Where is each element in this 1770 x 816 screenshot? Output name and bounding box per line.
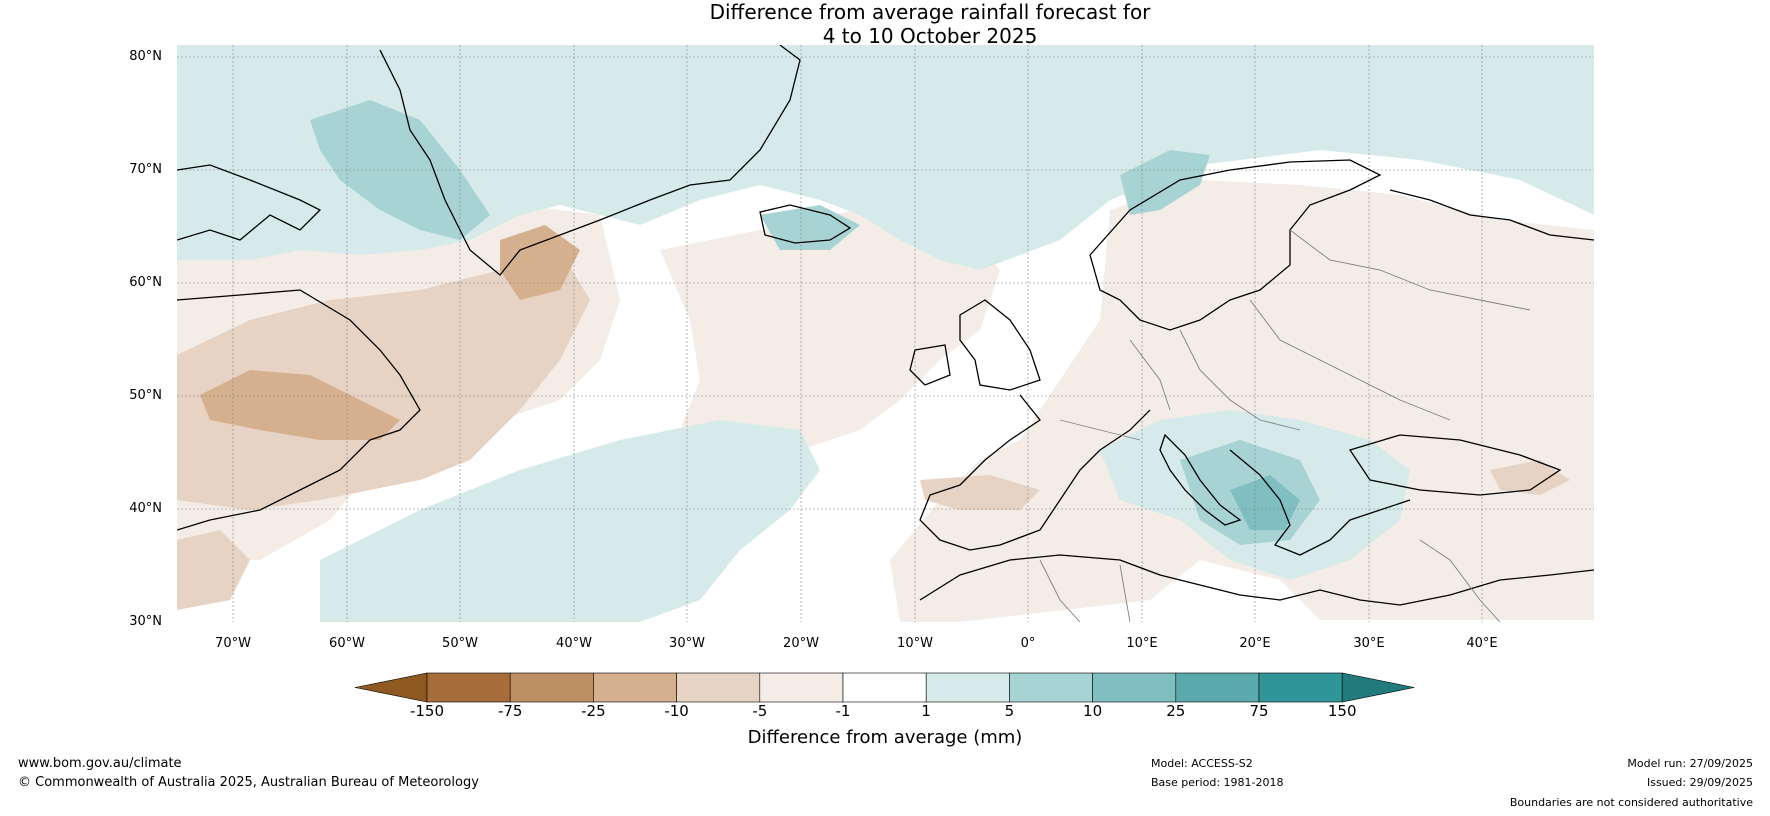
lat-label-70n: 70°N (129, 162, 162, 177)
map-title-line-2: 4 to 10 October 2025 (822, 24, 1038, 48)
colorbar-tick-label: 150 (1327, 702, 1357, 720)
colorbar-tick-label: -150 (409, 702, 445, 720)
colorbar-tick-label: -1 (835, 702, 851, 720)
wet-region-norway (1120, 150, 1210, 215)
map-title: Difference from average rainfall forecas… (0, 0, 1770, 48)
model-name: Model: ACCESS-S2 (1151, 757, 1253, 770)
lon-label-40w: 40°W (556, 636, 592, 651)
colorbar-segment (593, 672, 677, 703)
colorbar-segment (759, 672, 844, 703)
dry-region-europe (890, 180, 1594, 622)
wet-region-iceland (760, 205, 860, 250)
lon-label-70w: 70°W (215, 636, 251, 651)
lon-label-60w: 60°W (329, 636, 365, 651)
copyright-notice: © Commonwealth of Australia 2025, Austra… (18, 775, 479, 790)
lon-label-10w: 10°W (897, 636, 933, 651)
lon-label-0: 0° (1020, 636, 1036, 651)
dry-region-core (200, 370, 400, 440)
colorbar-segment (426, 672, 511, 703)
lon-label-30e: 30°E (1353, 636, 1385, 651)
lat-label-50n: 50°N (129, 388, 162, 403)
colorbar-tick-label: -10 (664, 702, 689, 720)
coast-russia-north (1389, 189, 1594, 241)
dry-region-sw-corner (177, 530, 250, 610)
colorbar-segment (925, 672, 1010, 703)
coastlines (177, 45, 1594, 606)
colorbar-segment (842, 672, 927, 703)
lon-label-30w: 30°W (669, 636, 705, 651)
coast-black-sea (1348, 434, 1562, 496)
graticule (177, 45, 1594, 622)
lat-label-60n: 60°N (129, 275, 162, 290)
colorbar-tick-label: 5 (1004, 702, 1015, 720)
lat-label-30n: 30°N (129, 614, 162, 629)
lon-label-10e: 10°E (1126, 636, 1158, 651)
wet-region-greece (1230, 475, 1300, 530)
lat-label-40n: 40°N (129, 501, 162, 516)
map-title-line-1: Difference from average rainfall forecas… (709, 0, 1151, 24)
model-run-date: Model run: 27/09/2025 (1627, 757, 1753, 770)
coast-canada-east (177, 164, 421, 531)
lat-label-80n: 80°N (129, 49, 162, 64)
coast-italy (1159, 433, 1242, 526)
colorbar-extend-high (1341, 672, 1415, 703)
wet-region-arctic (177, 45, 1594, 270)
coast-north-africa (919, 554, 1594, 606)
colorbar-tick-label: -75 (497, 702, 523, 720)
colorbar-extend-low (354, 672, 428, 703)
website-url[interactable]: www.bom.gov.au/climate (18, 756, 182, 771)
base-period: Base period: 1981-2018 (1151, 776, 1284, 789)
coast-british-isles (909, 299, 1041, 391)
colorbar-segment (676, 672, 761, 703)
coast-iceland (759, 204, 852, 244)
dry-region-core-2 (500, 225, 580, 300)
colorbar-tick-label: 25 (1166, 702, 1186, 720)
boundaries-disclaimer: Boundaries are not considered authoritat… (1509, 796, 1753, 809)
lon-label-20e: 20°E (1239, 636, 1271, 651)
colorbar-segment (1258, 672, 1343, 703)
colorbar-segment (1175, 672, 1260, 703)
colorbar-tick-label: -25 (581, 702, 606, 720)
lon-label-40e: 40°E (1466, 636, 1498, 651)
wet-region-subtropical-atlantic (320, 420, 820, 622)
issued-date: Issued: 29/09/2025 (1646, 776, 1753, 789)
lon-label-20w: 20°W (783, 636, 819, 651)
dry-region-turkey (1490, 460, 1570, 495)
coast-greenland (379, 45, 801, 276)
coast-balkans-greece (1229, 449, 1411, 556)
colorbar-tick-label: 75 (1249, 702, 1269, 720)
colorbar-tick-label: -5 (752, 702, 768, 720)
colorbar-segment (1009, 672, 1093, 703)
colorbar-segment (509, 672, 594, 703)
coast-europe-west (919, 394, 1151, 551)
dry-region-iberia (920, 475, 1040, 510)
country-borders (1039, 229, 1531, 622)
dry-region-mid-atlantic (660, 205, 1000, 470)
colorbar-segment (1092, 672, 1177, 703)
lon-label-50w: 50°W (442, 636, 478, 651)
colorbar-label: Difference from average (mm) (747, 727, 1023, 748)
dry-region-newfoundland (177, 250, 590, 510)
wet-region-greenland (310, 100, 490, 240)
colorbar-tick-label: 10 (1083, 702, 1103, 720)
colorbar-segments (354, 672, 1415, 703)
colorbar-tick-label: 1 (921, 702, 931, 720)
